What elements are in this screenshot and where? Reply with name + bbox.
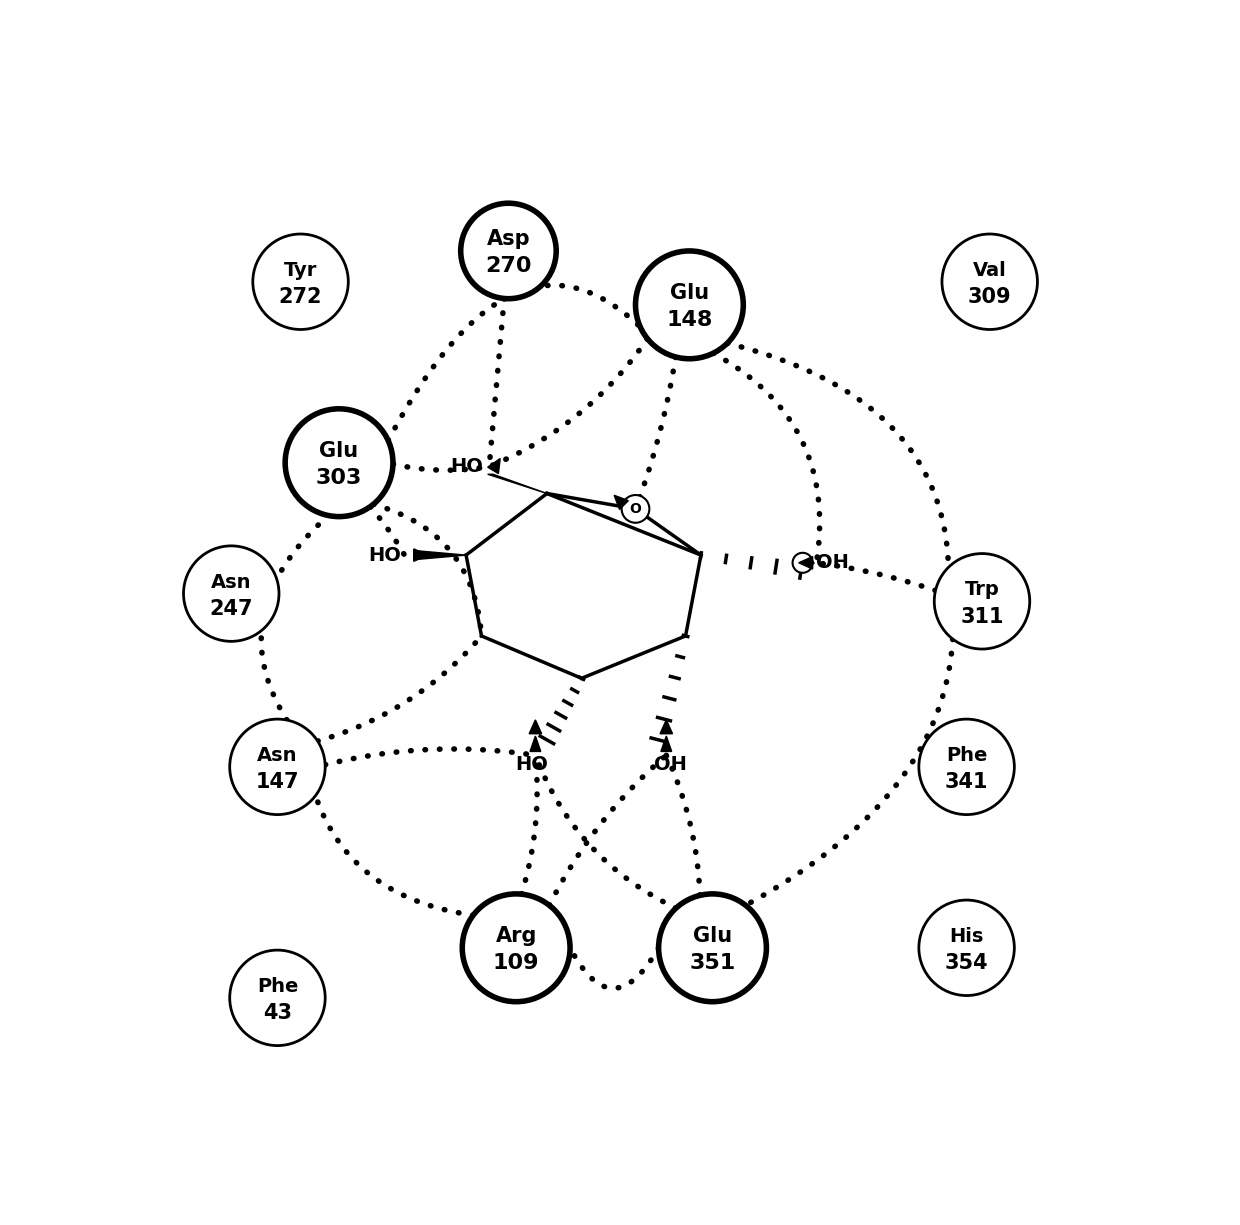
Text: 272: 272 <box>279 287 322 307</box>
Text: 270: 270 <box>485 256 532 277</box>
Text: Asn: Asn <box>257 746 298 764</box>
Circle shape <box>229 719 325 815</box>
Circle shape <box>919 900 1014 996</box>
Polygon shape <box>799 556 812 570</box>
Polygon shape <box>661 736 672 751</box>
Text: Phe: Phe <box>257 976 298 996</box>
Text: Glu: Glu <box>693 926 732 946</box>
Text: Asn: Asn <box>211 572 252 592</box>
Circle shape <box>253 234 348 330</box>
Text: Arg: Arg <box>496 926 537 946</box>
Polygon shape <box>414 549 428 561</box>
Circle shape <box>461 203 557 299</box>
Text: 247: 247 <box>210 599 253 619</box>
Circle shape <box>621 495 650 523</box>
Polygon shape <box>529 736 541 751</box>
Circle shape <box>934 554 1029 649</box>
Circle shape <box>919 719 1014 815</box>
Text: OH: OH <box>816 554 849 572</box>
Text: HO: HO <box>515 756 548 774</box>
Circle shape <box>658 894 766 1002</box>
Text: 148: 148 <box>666 310 713 331</box>
Text: 309: 309 <box>968 287 1012 307</box>
Text: 341: 341 <box>945 772 988 793</box>
Text: Asp: Asp <box>486 229 531 250</box>
Text: 109: 109 <box>492 953 539 973</box>
Circle shape <box>942 234 1038 330</box>
Text: Glu: Glu <box>670 283 709 304</box>
Polygon shape <box>414 550 466 560</box>
Circle shape <box>463 894 570 1002</box>
Circle shape <box>792 552 812 573</box>
Polygon shape <box>487 474 547 494</box>
Circle shape <box>184 546 279 642</box>
Circle shape <box>635 251 743 359</box>
Text: 311: 311 <box>960 606 1003 627</box>
Polygon shape <box>614 495 629 510</box>
Text: 147: 147 <box>255 772 299 793</box>
Text: 303: 303 <box>316 468 362 488</box>
Text: HO: HO <box>368 545 401 565</box>
Text: His: His <box>950 927 983 946</box>
Circle shape <box>285 409 393 517</box>
Text: Tyr: Tyr <box>284 261 317 279</box>
Text: OH: OH <box>653 756 687 774</box>
Text: HO: HO <box>450 457 484 477</box>
Text: 43: 43 <box>263 1003 291 1023</box>
Text: Glu: Glu <box>320 441 358 461</box>
Text: Val: Val <box>973 261 1007 279</box>
Text: O: O <box>630 502 641 516</box>
Text: 351: 351 <box>689 953 735 973</box>
Polygon shape <box>487 458 500 474</box>
Polygon shape <box>660 720 672 734</box>
Polygon shape <box>529 720 542 734</box>
Text: 354: 354 <box>945 953 988 973</box>
Text: Trp: Trp <box>965 581 999 599</box>
Circle shape <box>229 951 325 1046</box>
Text: Phe: Phe <box>946 746 987 764</box>
